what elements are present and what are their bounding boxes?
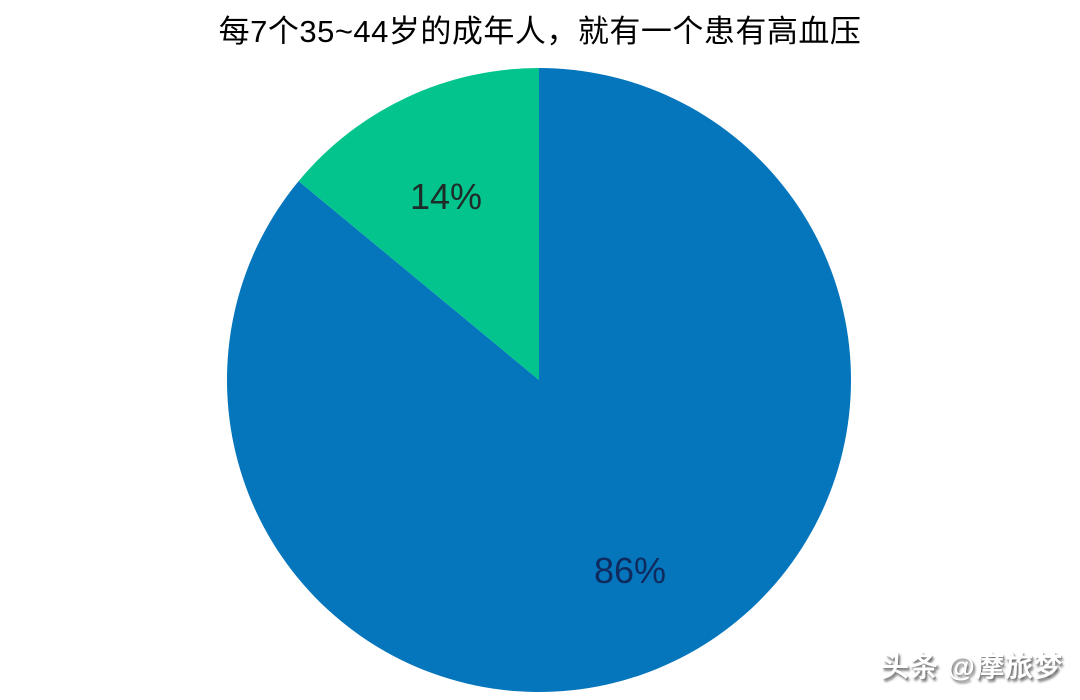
pie-slice-14% xyxy=(298,68,539,380)
watermark: 头条 @摩旅梦 xyxy=(880,651,1063,682)
pie-slice-label-minority: 14% xyxy=(409,176,483,217)
chart-title: 每7个35~44岁的成年人，就有一个患有高血压 xyxy=(218,14,862,49)
pie-slice-86% xyxy=(226,68,851,693)
pie-slice-label-majority: 86% xyxy=(593,550,667,591)
